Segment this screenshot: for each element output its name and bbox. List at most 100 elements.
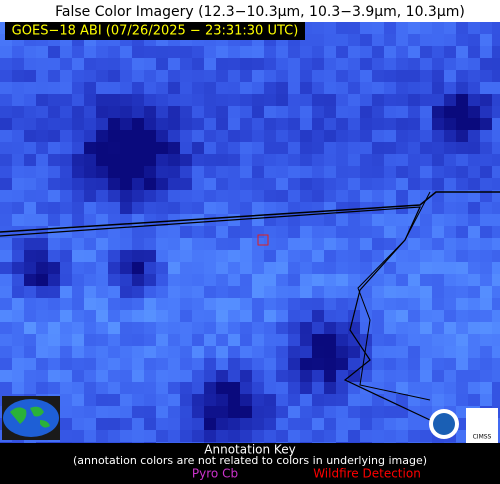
- pixel-block: [36, 382, 48, 394]
- pixel-block: [396, 58, 408, 70]
- pixel-block: [420, 166, 432, 178]
- pixel-block: [348, 46, 360, 58]
- pixel-block: [288, 394, 300, 406]
- pixel-block: [0, 334, 12, 346]
- pixel-block: [312, 406, 324, 418]
- noaa-logo-inner: [433, 413, 455, 435]
- pixel-block: [444, 250, 456, 262]
- pixel-block: [312, 370, 324, 382]
- pixel-block: [360, 70, 372, 82]
- pixel-block: [300, 70, 312, 82]
- pixel-block: [252, 94, 264, 106]
- pixel-block: [36, 226, 48, 238]
- pixel-block: [144, 394, 156, 406]
- pixel-block: [384, 58, 396, 70]
- pixel-block: [384, 70, 396, 82]
- pixel-block: [24, 286, 36, 298]
- pixel-block: [360, 226, 372, 238]
- pixel-block: [324, 226, 336, 238]
- pixel-block: [456, 178, 468, 190]
- pixel-block: [372, 286, 384, 298]
- pixel-block: [312, 178, 324, 190]
- pixel-block: [36, 166, 48, 178]
- pixel-block: [480, 190, 492, 202]
- pixel-block: [288, 118, 300, 130]
- pixel-block: [84, 142, 96, 154]
- pixel-block: [0, 178, 12, 190]
- pixel-block: [228, 70, 240, 82]
- pixel-block: [372, 226, 384, 238]
- pixel-block: [348, 250, 360, 262]
- pixel-block: [372, 250, 384, 262]
- pixel-block: [96, 130, 108, 142]
- pixel-block: [432, 166, 444, 178]
- pixel-block: [36, 238, 48, 250]
- pixel-block: [108, 238, 120, 250]
- pixel-block: [216, 250, 228, 262]
- pixel-block: [144, 214, 156, 226]
- pixel-block: [444, 202, 456, 214]
- pixel-block: [144, 106, 156, 118]
- pixel-block: [96, 310, 108, 322]
- pixel-block: [408, 70, 420, 82]
- pixel-block: [372, 346, 384, 358]
- pixel-block: [444, 238, 456, 250]
- pixel-block: [12, 238, 24, 250]
- pixel-block: [0, 106, 12, 118]
- pixel-block: [204, 394, 216, 406]
- pixel-block: [492, 214, 500, 226]
- pixel-block: [276, 70, 288, 82]
- pixel-block: [24, 190, 36, 202]
- pixel-block: [312, 118, 324, 130]
- pixel-block: [384, 274, 396, 286]
- pixel-block: [288, 130, 300, 142]
- pixel-block: [204, 250, 216, 262]
- pixel-block: [372, 310, 384, 322]
- pixel-block: [168, 298, 180, 310]
- pixel-block: [324, 382, 336, 394]
- pixel-block: [216, 370, 228, 382]
- pixel-block: [300, 382, 312, 394]
- pixel-block: [468, 262, 480, 274]
- pixel-block: [144, 190, 156, 202]
- pixel-block: [480, 334, 492, 346]
- pixel-block: [372, 46, 384, 58]
- pixel-block: [192, 118, 204, 130]
- pixel-block: [492, 238, 500, 250]
- pixel-block: [204, 94, 216, 106]
- pixel-block: [72, 382, 84, 394]
- pixel-block: [84, 94, 96, 106]
- pixel-block: [396, 430, 408, 442]
- pixel-block: [432, 58, 444, 70]
- pixel-block: [228, 274, 240, 286]
- key-item: Pyro Cb: [192, 467, 238, 481]
- pixel-block: [168, 274, 180, 286]
- pixel-block: [24, 382, 36, 394]
- pixel-block: [252, 322, 264, 334]
- pixel-block: [180, 82, 192, 94]
- pixel-block: [228, 190, 240, 202]
- pixel-block: [300, 130, 312, 142]
- pixel-block: [468, 310, 480, 322]
- pixel-block: [432, 46, 444, 58]
- pixel-block: [408, 58, 420, 70]
- pixel-block: [480, 22, 492, 34]
- pixel-block: [72, 118, 84, 130]
- pixel-block: [456, 286, 468, 298]
- pixel-block: [120, 310, 132, 322]
- pixel-block: [288, 178, 300, 190]
- pixel-block: [276, 310, 288, 322]
- pixel-block: [48, 166, 60, 178]
- pixel-block: [192, 406, 204, 418]
- pixel-block: [132, 406, 144, 418]
- pixel-block: [408, 82, 420, 94]
- pixel-block: [120, 70, 132, 82]
- pixel-block: [156, 406, 168, 418]
- pixel-block: [48, 190, 60, 202]
- pixel-block: [12, 382, 24, 394]
- pixel-block: [252, 154, 264, 166]
- pixel-block: [480, 82, 492, 94]
- pixel-block: [324, 430, 336, 442]
- pixel-block: [264, 358, 276, 370]
- pixel-block: [336, 202, 348, 214]
